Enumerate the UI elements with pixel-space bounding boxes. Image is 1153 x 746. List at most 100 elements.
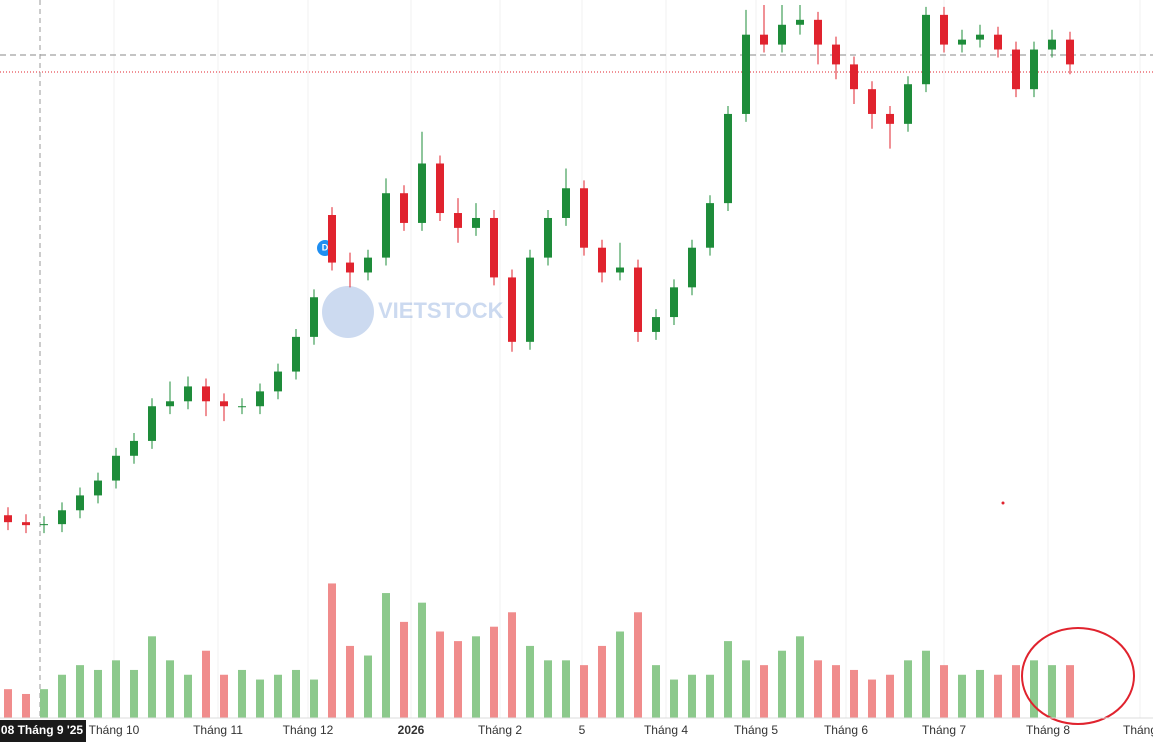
volume-bar <box>508 612 516 718</box>
volume-bar <box>994 674 1002 718</box>
volume-bar <box>904 660 912 718</box>
volume-bar <box>274 674 282 718</box>
time-label: Tháng 6 <box>824 723 868 737</box>
candle-body <box>472 217 480 228</box>
time-label: Tháng 5 <box>734 723 778 737</box>
candle-body <box>760 34 768 45</box>
candle-body <box>598 247 606 273</box>
volume-bar <box>130 669 138 718</box>
candle-body <box>922 14 930 85</box>
volume-bar <box>238 669 246 718</box>
watermark-logo <box>322 286 374 338</box>
volume-bar <box>1012 665 1020 718</box>
candle-body <box>616 267 624 273</box>
candle-body <box>994 34 1002 50</box>
volume-bar <box>562 660 570 718</box>
candle-body <box>832 44 840 65</box>
time-label: 2026 <box>398 723 425 737</box>
candle-body <box>166 401 174 407</box>
candle-body <box>796 19 804 25</box>
time-label: Tháng 4 <box>644 723 688 737</box>
candle-body <box>436 163 444 214</box>
candle-body <box>850 64 858 90</box>
candle-body <box>580 188 588 248</box>
candle-body <box>1066 39 1074 65</box>
candle-body <box>310 297 318 337</box>
time-label: 5 <box>579 723 586 737</box>
highlight-circle <box>1021 627 1135 725</box>
volume-bar <box>4 689 12 718</box>
candle-body <box>868 89 876 114</box>
candle-body <box>58 510 66 525</box>
volume-bar <box>436 631 444 718</box>
time-label: Tháng 10 <box>89 723 140 737</box>
volume-bar <box>148 636 156 718</box>
watermark: VIETSTOCK <box>378 298 504 323</box>
volume-bar <box>796 636 804 718</box>
candle-body <box>220 401 228 407</box>
volume-bar <box>400 621 408 718</box>
candle-body <box>958 39 966 45</box>
volume-bar <box>472 636 480 718</box>
marker-label: D <box>322 242 329 252</box>
volume-bar <box>814 660 822 718</box>
time-label: Tháng 2 <box>478 723 522 737</box>
volume-bar <box>22 693 30 718</box>
candle-body <box>490 217 498 278</box>
time-axis-labels: 08 Tháng 9 '25 Tháng 10 Tháng 11 Tháng 12 20… <box>0 720 1153 742</box>
time-label: Tháng 12 <box>283 723 334 737</box>
volume-bar <box>850 669 858 718</box>
volume-bar <box>40 689 48 718</box>
candle-body <box>886 113 894 124</box>
volume-bar <box>778 650 786 718</box>
volume-bar <box>760 665 768 718</box>
dot <box>1001 501 1005 505</box>
volume-bar <box>94 669 102 718</box>
time-label: Tháng 11 <box>193 723 243 737</box>
volume-bar <box>382 593 390 718</box>
volume-bar <box>184 674 192 718</box>
volume-bar <box>742 660 750 718</box>
volume-bar <box>166 660 174 718</box>
candle-body <box>904 84 912 124</box>
volume-bar <box>256 679 264 718</box>
volume-bar <box>526 645 534 718</box>
volume-bar <box>490 626 498 718</box>
volume-bar <box>958 674 966 718</box>
volume-bar <box>292 669 300 718</box>
volume-bar <box>328 583 336 718</box>
candle-body <box>1030 49 1038 90</box>
candle-body <box>976 34 984 40</box>
volume-bar <box>454 641 462 718</box>
candle-body <box>1048 39 1056 50</box>
candle-body <box>112 455 120 481</box>
candle-body <box>634 267 642 332</box>
candle-body <box>940 14 948 45</box>
candle-body <box>40 524 48 526</box>
volume-bar <box>364 655 372 718</box>
volume-bar <box>580 665 588 718</box>
volume-bar <box>112 660 120 718</box>
candle-body <box>94 480 102 496</box>
grid <box>113 0 1141 718</box>
candle-body <box>22 522 30 526</box>
time-label: Tháng 8 <box>1026 723 1070 737</box>
candle-body <box>508 277 516 342</box>
volume-bar <box>58 674 66 718</box>
volume-bar <box>346 645 354 718</box>
candle-body <box>526 257 534 342</box>
volume-bar <box>544 660 552 718</box>
candle-body <box>76 495 84 511</box>
candle-body <box>364 257 372 273</box>
volume-bar <box>724 641 732 718</box>
candle-body <box>328 215 336 263</box>
volume-bar <box>976 669 984 718</box>
volume-bar <box>634 612 642 718</box>
candle-body <box>706 203 714 248</box>
time-label: Tháng 7 <box>922 723 966 737</box>
candle-body <box>688 247 696 288</box>
candle-body <box>778 24 786 45</box>
volume-bar <box>688 674 696 718</box>
candle-body <box>652 317 660 332</box>
